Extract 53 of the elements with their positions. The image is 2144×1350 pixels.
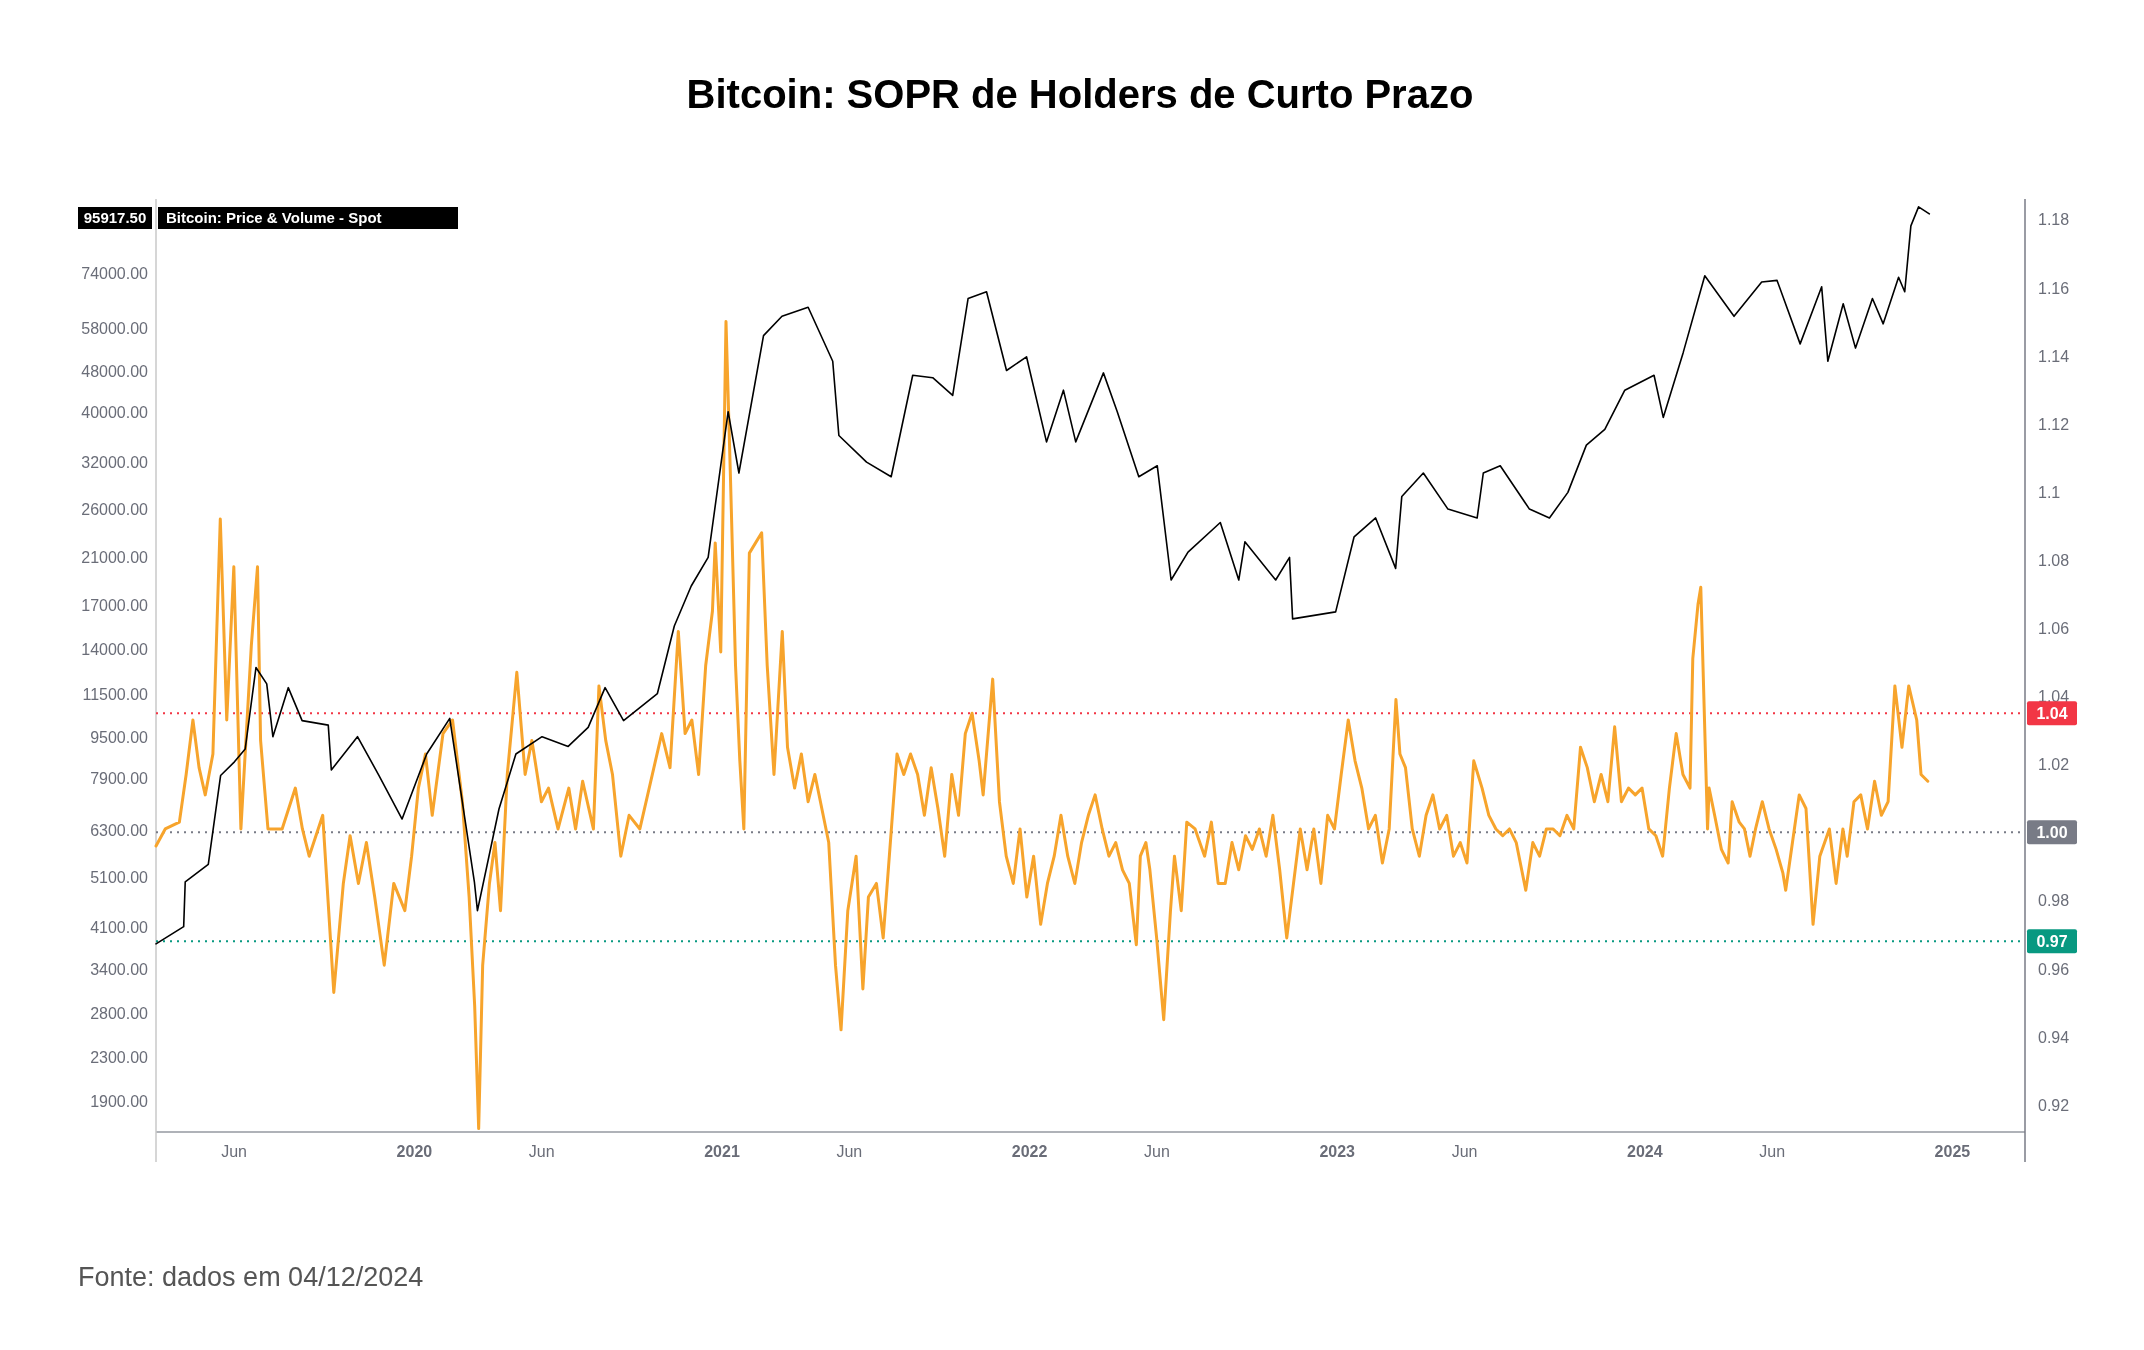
y2-tick-label: 1.08 xyxy=(2038,551,2070,569)
ref-line-label: 0.97 xyxy=(2036,933,2068,951)
x-tick-label: Jun xyxy=(528,1143,555,1160)
x-tick-label: Jun xyxy=(1759,1143,1786,1160)
y2-tick-label: 1.12 xyxy=(2038,415,2070,433)
y-tick-label: 4100.00 xyxy=(90,918,149,936)
line-series xyxy=(155,206,1931,945)
y2-tick-label: 0.98 xyxy=(2038,892,2070,910)
y2-tick-label: 1.16 xyxy=(2038,279,2070,297)
y-tick-label: 6300.00 xyxy=(90,821,149,839)
y2-tick-label: 1.06 xyxy=(2038,620,2070,638)
x-tick-label: 2021 xyxy=(704,1143,740,1160)
y-tick-label: 11500.00 xyxy=(82,685,149,703)
y-tick-label: 3400.00 xyxy=(90,960,149,978)
text: 95917.50 xyxy=(83,209,147,226)
y-tick-label: 58000.00 xyxy=(81,319,149,337)
y-tick-label: 17000.00 xyxy=(81,597,149,615)
y2-tick-label: 0.92 xyxy=(2038,1096,2070,1114)
y2-tick-label: 1.1 xyxy=(2038,483,2061,501)
ref-line-label: 1.04 xyxy=(2036,705,2068,723)
y2-tick-label: 1.02 xyxy=(2038,756,2070,774)
x-tick-label: 2022 xyxy=(1011,1143,1048,1160)
y2-tick-label: 0.96 xyxy=(2038,960,2070,978)
y-tick-label: 74000.00 xyxy=(81,264,149,282)
x-tick-label: Jun xyxy=(836,1143,863,1160)
y-tick-label: 2300.00 xyxy=(90,1049,149,1067)
y-tick-label: 1900.00 xyxy=(90,1092,149,1110)
x-tick-label: Jun xyxy=(221,1143,248,1160)
y-tick-label: 40000.00 xyxy=(81,403,149,421)
legend-label: Bitcoin: Price & Volume - Spot xyxy=(166,209,382,226)
y-tick-label: 21000.00 xyxy=(81,549,149,567)
line-series xyxy=(154,320,1930,1131)
y2-tick-label: 1.04 xyxy=(2038,688,2070,706)
y2-tick-label: 1.14 xyxy=(2038,347,2070,365)
y-tick-label: 14000.00 xyxy=(81,641,149,659)
y-tick-label: 32000.00 xyxy=(81,454,149,472)
x-tick-label: Jun xyxy=(1144,1143,1170,1160)
y2-tick-label: 0.94 xyxy=(2038,1028,2070,1046)
ref-line-label: 1.00 xyxy=(2036,824,2068,842)
y-tick-label: 2800.00 xyxy=(90,1004,149,1022)
x-tick-label: 2024 xyxy=(1627,1143,1663,1160)
y2-tick-label: 1.18 xyxy=(2038,211,2070,229)
x-tick-label: 2023 xyxy=(1319,1143,1356,1160)
y-tick-label: 48000.00 xyxy=(81,362,149,380)
y-tick-label: 7900.00 xyxy=(90,770,149,788)
chart-title: Bitcoin: SOPR de Holders de Curto Prazo xyxy=(686,72,1474,116)
source-note: Fonte: dados em 04/12/2024 xyxy=(78,1262,424,1292)
x-tick-label: Jun xyxy=(1451,1143,1478,1160)
y-tick-label: 26000.00 xyxy=(81,501,149,519)
y-tick-label: 5100.00 xyxy=(90,869,149,887)
x-tick-label: 2020 xyxy=(396,1143,433,1160)
y-tick-label: 9500.00 xyxy=(90,728,149,746)
x-tick-label: 2025 xyxy=(1934,1143,1971,1160)
